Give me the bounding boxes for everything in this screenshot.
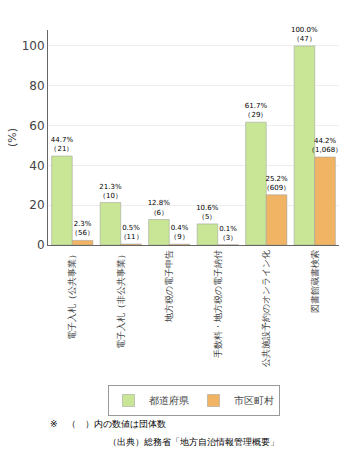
svg-text:(%): (%) bbox=[6, 128, 19, 147]
svg-text:21.3%（10）: 21.3%（10） bbox=[99, 183, 122, 200]
svg-text:12.8%（6）: 12.8%（6） bbox=[148, 199, 171, 216]
svg-text:0: 0 bbox=[37, 238, 45, 252]
svg-text:市区町村: 市区町村 bbox=[234, 395, 274, 406]
svg-text:（出典）総務省「地方自治情報管理概要」: （出典）総務省「地方自治情報管理概要」 bbox=[108, 437, 279, 447]
svg-text:20: 20 bbox=[29, 198, 44, 212]
svg-text:44.2%（1,068）: 44.2%（1,068） bbox=[308, 137, 342, 154]
svg-text:61.7%（29）: 61.7%（29） bbox=[244, 102, 267, 119]
svg-text:100.0%（47）: 100.0%（47） bbox=[291, 26, 318, 43]
svg-text:地方税の電子申告: 地方税の電子申告 bbox=[164, 250, 174, 323]
svg-text:0.5%（11）: 0.5%（11） bbox=[120, 224, 143, 241]
svg-text:公共施設予約のオンライン化: 公共施設予約のオンライン化 bbox=[261, 250, 271, 367]
svg-text:80: 80 bbox=[29, 79, 44, 93]
svg-text:都道府県: 都道府県 bbox=[149, 395, 189, 406]
svg-text:25.2%（609）: 25.2%（609） bbox=[263, 175, 290, 192]
svg-text:手数料・地方税の電子納付: 手数料・地方税の電子納付 bbox=[213, 250, 223, 358]
svg-text:44.7%（21）: 44.7%（21） bbox=[50, 136, 73, 153]
svg-text:0.1%（3）: 0.1%（3） bbox=[219, 225, 237, 242]
svg-text:0.4%（9）: 0.4%（9） bbox=[170, 224, 188, 241]
svg-text:電子入札（非公共事業）: 電子入札（非公共事業） bbox=[116, 250, 126, 349]
svg-text:60: 60 bbox=[29, 119, 44, 133]
svg-text:2.3%（56）: 2.3%（56） bbox=[71, 220, 94, 237]
svg-text:電子入札（公共事業）: 電子入札（公共事業） bbox=[67, 250, 77, 340]
svg-text:10.6%（5）: 10.6%（5） bbox=[196, 204, 219, 221]
svg-text:40: 40 bbox=[29, 159, 44, 173]
svg-text:100: 100 bbox=[22, 39, 45, 53]
svg-text:※ （ ）内の数値は団体数: ※ （ ）内の数値は団体数 bbox=[50, 419, 166, 429]
svg-text:図書館蔵書検索: 図書館蔵書検索 bbox=[310, 250, 320, 313]
